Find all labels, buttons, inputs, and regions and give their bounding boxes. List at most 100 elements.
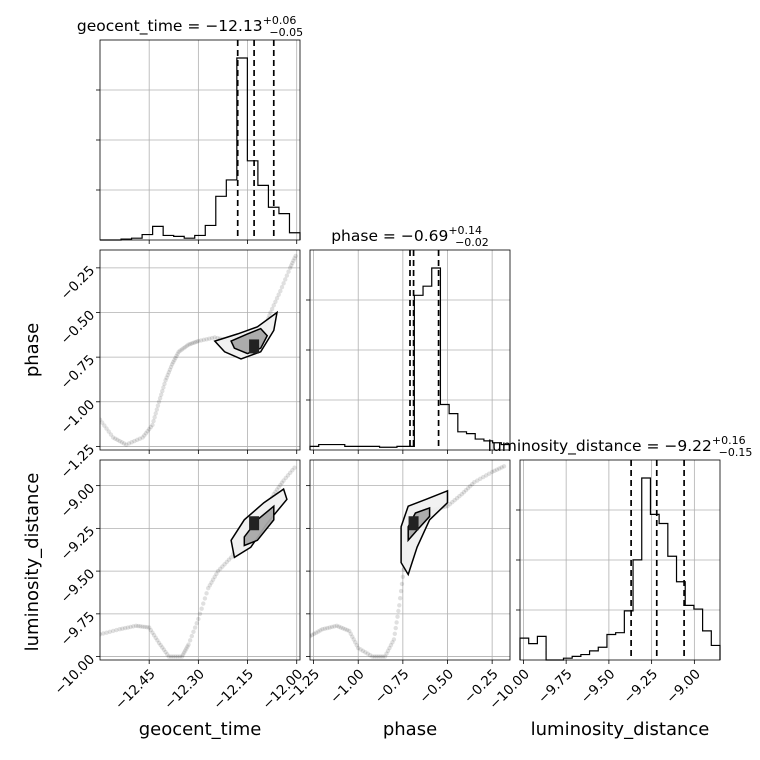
sample-point — [110, 435, 116, 440]
sample-point — [397, 595, 403, 601]
sample-point — [128, 624, 133, 630]
sample-point — [181, 346, 186, 351]
sample-point — [269, 306, 275, 312]
sample-point — [310, 633, 313, 639]
sample-point — [318, 628, 323, 633]
sample-point — [199, 606, 204, 611]
sample-point — [276, 292, 281, 297]
sample-point — [169, 362, 175, 367]
sample-point — [365, 651, 370, 656]
contour-level — [407, 506, 431, 543]
sample-point — [114, 627, 119, 633]
sample-point — [486, 471, 492, 476]
sample-point — [367, 652, 373, 658]
x-tick-label: −9.75 — [535, 666, 576, 707]
sample-point — [393, 625, 398, 631]
sample-point — [104, 630, 109, 635]
sample-point — [163, 649, 168, 655]
sample-point — [370, 654, 375, 659]
sample-point — [205, 586, 211, 591]
sample-point — [380, 654, 386, 659]
sample-point — [398, 588, 404, 594]
histogram-step — [100, 57, 301, 241]
sample-point — [454, 495, 460, 501]
sample-point — [399, 581, 405, 587]
sample-point — [186, 642, 191, 647]
sample-point — [290, 468, 295, 473]
sample-point — [332, 624, 337, 629]
title-luminosity-distance: luminosity_distance = −9.22+0.16 −0.15 — [488, 434, 753, 459]
sample-point — [212, 335, 217, 340]
sample-point — [292, 465, 297, 470]
sample-point — [107, 629, 113, 634]
sample-point — [152, 415, 157, 420]
sample-point — [316, 629, 321, 634]
sample-point — [151, 633, 157, 638]
sample-point — [276, 485, 281, 490]
sample-point — [202, 596, 208, 601]
sample-point — [163, 378, 168, 383]
sample-point — [186, 342, 191, 347]
sample-point — [501, 464, 507, 469]
sample-point — [156, 399, 162, 404]
sample-point — [148, 627, 154, 633]
sample-point — [168, 654, 174, 659]
sample-point — [110, 628, 116, 634]
sample-point — [129, 440, 134, 445]
sample-point — [212, 574, 217, 580]
sample-point — [126, 441, 132, 446]
sample-point — [226, 557, 232, 562]
sample-point — [385, 648, 391, 654]
sample-point — [131, 624, 136, 629]
sample-point — [100, 632, 103, 637]
sample-point — [293, 253, 298, 259]
sample-point — [363, 650, 368, 655]
sample-point — [187, 341, 193, 347]
sample-point — [201, 601, 206, 606]
sample-point — [159, 392, 164, 397]
sample-point — [228, 555, 234, 560]
sample-point — [119, 440, 125, 445]
sample-point — [459, 491, 464, 497]
sample-point — [284, 273, 290, 278]
sample-point — [144, 625, 150, 630]
sample-point — [207, 336, 212, 341]
sample-point — [360, 648, 366, 654]
sample-point — [174, 353, 179, 359]
sample-point — [209, 335, 215, 341]
sample-point — [397, 603, 402, 608]
sample-point — [120, 626, 125, 631]
histogram-phase — [306, 249, 511, 454]
sample-point — [387, 645, 392, 651]
sample-point — [290, 260, 295, 266]
sample-point — [184, 343, 190, 349]
sample-point — [140, 435, 145, 440]
sample-point — [166, 370, 172, 375]
sample-point — [274, 296, 280, 301]
xlabel-luminosity-distance: luminosity_distance — [531, 719, 710, 740]
histogram-step — [519, 477, 721, 661]
sample-point — [194, 621, 199, 626]
sample-point — [171, 654, 176, 659]
y-tick-label: −1.00 — [58, 397, 99, 438]
sample-point — [168, 364, 174, 370]
sample-point — [311, 631, 317, 636]
density-peak — [249, 516, 260, 531]
ylabel-luminosity-distance: luminosity_distance — [22, 473, 43, 652]
sample-point — [175, 351, 180, 357]
sample-point — [121, 441, 127, 446]
sample-point — [179, 654, 185, 659]
sample-point — [395, 614, 400, 619]
sample-point — [499, 465, 504, 470]
sample-point — [181, 650, 187, 655]
sample-point — [350, 634, 355, 639]
axis-frame — [309, 459, 511, 661]
sample-point — [273, 299, 278, 304]
sample-point — [194, 339, 199, 344]
sample-point — [160, 645, 165, 650]
sample-point — [204, 591, 209, 596]
sample-point — [183, 648, 188, 653]
sample-point — [452, 497, 457, 503]
sample-point — [117, 438, 122, 444]
sample-point — [396, 608, 401, 614]
